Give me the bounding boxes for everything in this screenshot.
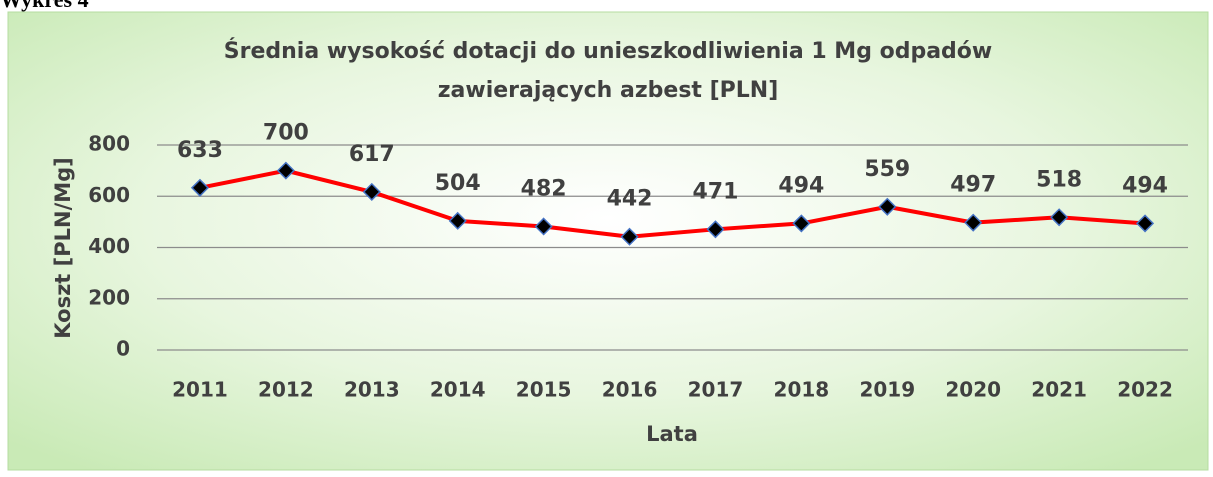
data-label: 559: [864, 157, 910, 182]
chart-subtitle: zawierających azbest [PLN]: [438, 78, 779, 103]
y-axis-label: Koszt [PLN/Mg]: [51, 157, 75, 339]
data-label: 700: [263, 121, 309, 146]
data-label: 518: [1036, 167, 1082, 192]
x-tick-label: 2020: [945, 378, 1001, 402]
y-tick-label: 800: [88, 132, 130, 156]
y-tick-label: 200: [88, 285, 130, 309]
marker: [792, 214, 811, 233]
y-tick-label: 0: [116, 337, 130, 361]
chart-background: [7, 11, 1209, 471]
x-tick-label: 2012: [258, 378, 314, 402]
y-tick-label: 400: [88, 234, 130, 258]
marker: [964, 213, 983, 232]
marker: [534, 217, 553, 236]
x-tick-label: 2016: [602, 378, 658, 402]
marker: [878, 197, 897, 216]
x-tick-label: 2019: [859, 378, 915, 402]
marker: [448, 211, 467, 230]
data-label: 494: [778, 173, 824, 198]
line: [199, 168, 1146, 239]
x-tick-label: 2021: [1031, 378, 1087, 402]
data-label: 471: [692, 179, 738, 204]
marker: [362, 182, 381, 201]
data-label: 494: [1122, 173, 1168, 198]
heading: Wykres 4: [0, 0, 89, 12]
chart-title: Średnia wysokość dotacji do unieszkodliw…: [224, 38, 993, 64]
x-tick-label: 2018: [774, 378, 830, 402]
x-tick-label: 2022: [1117, 378, 1173, 402]
y-tick-label: 600: [88, 183, 130, 207]
marker: [620, 227, 639, 246]
data-label: 497: [950, 173, 996, 198]
marker: [276, 161, 295, 180]
data-label: 504: [435, 171, 481, 196]
data-label: 633: [177, 138, 223, 163]
x-tick-label: 2017: [688, 378, 744, 402]
x-axis-label: Lata: [646, 422, 698, 446]
marker: [1135, 214, 1155, 233]
data-label: 442: [607, 187, 653, 212]
x-tick-label: 2015: [516, 378, 572, 402]
data-label: 482: [521, 176, 567, 201]
marker: [1050, 208, 1069, 227]
marker: [190, 178, 210, 197]
x-tick-label: 2011: [172, 378, 228, 402]
marker: [706, 220, 725, 239]
x-tick-label: 2014: [430, 378, 486, 402]
x-tick-label: 2013: [344, 378, 400, 402]
data-label: 617: [349, 142, 395, 167]
